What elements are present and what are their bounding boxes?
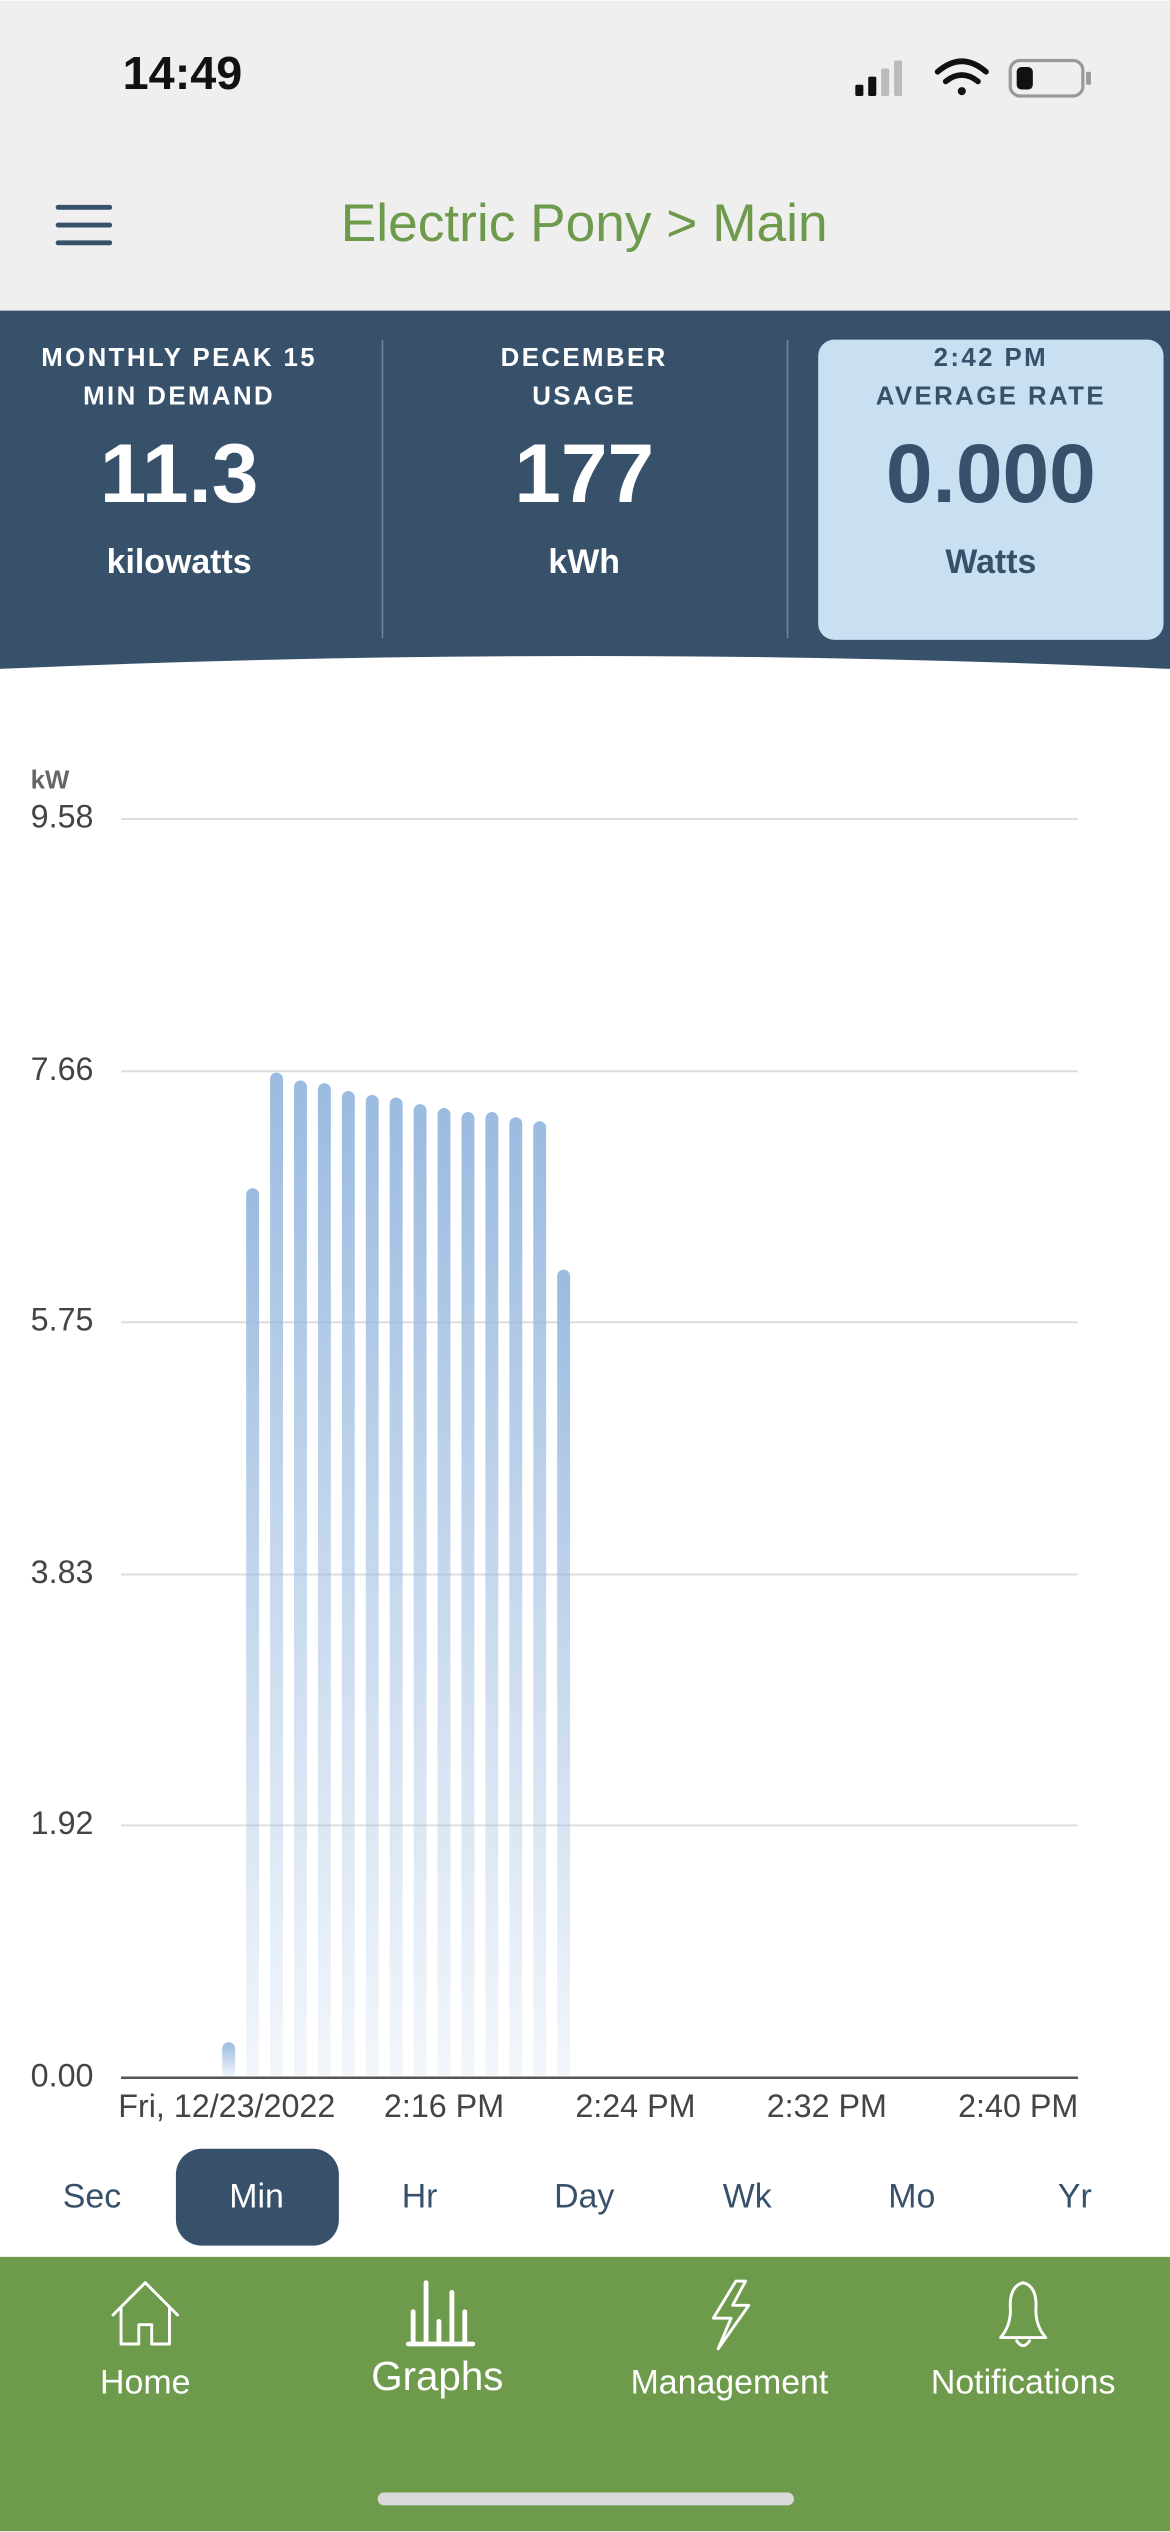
- management-icon: [711, 2279, 751, 2351]
- top-bar: [0, 0, 1170, 311]
- stat-label: DECEMBER: [501, 344, 668, 372]
- status-time: 14:49: [123, 47, 243, 99]
- y-tick-label: 0.00: [31, 2057, 94, 2093]
- signal-icon: [855, 60, 903, 96]
- range-tab[interactable]: Hr: [402, 2178, 438, 2216]
- bar: [317, 1083, 331, 2078]
- battery-icon: [1008, 58, 1091, 98]
- notifications-icon: [999, 2281, 1048, 2348]
- stat-value: 177: [514, 426, 654, 520]
- wifi-icon: [934, 58, 989, 96]
- bar: [413, 1104, 427, 2078]
- bar: [485, 1111, 499, 2078]
- bottom-nav: [0, 2256, 1170, 2532]
- nav-item[interactable]: Home: [100, 2363, 190, 2401]
- bar: [222, 2042, 236, 2078]
- home-icon: [111, 2281, 179, 2346]
- bar: [365, 1094, 379, 2078]
- stat-label: 2:42 PM: [934, 344, 1049, 372]
- stat-value: 0.000: [886, 426, 1096, 520]
- y-tick-label: 3.83: [31, 1554, 94, 1590]
- x-tick-label: 2:32 PM: [767, 2088, 887, 2124]
- x-tick-label: Fri, 12/23/2022: [118, 2088, 335, 2124]
- x-tick-label: 2:16 PM: [384, 2088, 504, 2124]
- bar: [509, 1117, 523, 2078]
- nav-items: Home Graphs Management Notifications: [100, 2353, 1115, 2401]
- y-tick-label: 1.92: [31, 1805, 94, 1841]
- chart: kW 0.00 1.92 3.83 5.75 7.66 9.58 Fri, 12/23/20…: [31, 767, 1079, 2124]
- y-tick-label: 5.75: [31, 1302, 94, 1338]
- bar: [341, 1090, 355, 2078]
- bar: [389, 1097, 403, 2078]
- stat-value: 11.3: [100, 426, 259, 520]
- stat-unit: Watts: [945, 543, 1036, 581]
- x-tick-label: 2:40 PM: [958, 2088, 1078, 2124]
- bar: [437, 1108, 451, 2078]
- stat-unit: kWh: [548, 543, 620, 581]
- range-tab[interactable]: Min: [229, 2178, 284, 2216]
- stat-label: MONTHLY PEAK 15: [41, 344, 317, 372]
- y-tick-label: 7.66: [31, 1051, 94, 1087]
- range-tab[interactable]: Sec: [63, 2178, 121, 2216]
- nav-item[interactable]: Management: [631, 2363, 829, 2401]
- nav-item[interactable]: Notifications: [931, 2363, 1116, 2401]
- header-title: Electric Pony > Main: [341, 194, 828, 253]
- range-tab[interactable]: Wk: [723, 2178, 772, 2216]
- bar: [246, 1188, 260, 2078]
- stat-label: AVERAGE RATE: [876, 383, 1106, 411]
- stat-label: MIN DEMAND: [83, 383, 275, 411]
- range-tab[interactable]: Yr: [1058, 2178, 1092, 2216]
- bar: [270, 1072, 283, 2078]
- x-tick-label: 2:24 PM: [575, 2088, 695, 2124]
- y-axis-label: kW: [31, 767, 70, 795]
- range-tab[interactable]: Mo: [888, 2178, 935, 2216]
- bar: [557, 1269, 571, 2078]
- range-tabs: Sec Min Hr Day Wk Mo Yr: [63, 2148, 1092, 2246]
- graphs-icon: [405, 2280, 476, 2347]
- tab-selected-bg[interactable]: [175, 2148, 339, 2246]
- stat-unit: kilowatts: [107, 543, 252, 581]
- bar: [294, 1080, 307, 2078]
- bar: [461, 1111, 475, 2078]
- menu-button[interactable]: [55, 204, 113, 246]
- nav-item[interactable]: Graphs: [371, 2353, 503, 2399]
- range-tab[interactable]: Day: [554, 2178, 614, 2216]
- stat-card-highlight: [818, 339, 1164, 640]
- y-tick-label: 9.58: [31, 799, 94, 835]
- bar: [533, 1121, 547, 2078]
- stat-label: USAGE: [532, 383, 636, 411]
- home-indicator: [377, 2492, 794, 2506]
